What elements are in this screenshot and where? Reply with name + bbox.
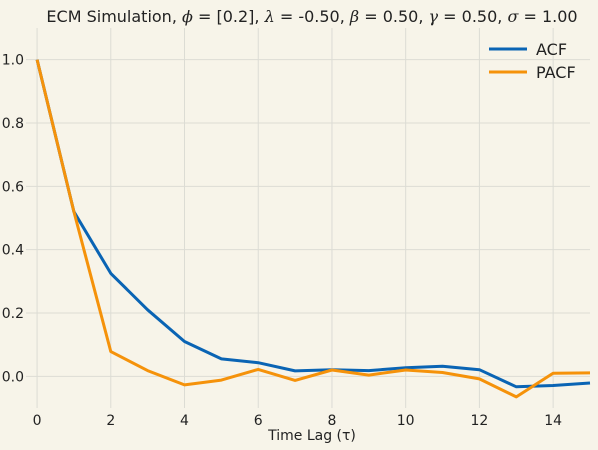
legend-label-pacf: PACF bbox=[536, 63, 576, 82]
y-axis-ticks: 0.0 0.2 0.4 0.6 0.8 1.0 bbox=[2, 53, 24, 386]
y-tick-label: 0.0 bbox=[2, 369, 24, 385]
y-tick-label: 0.2 bbox=[2, 306, 24, 322]
title-part-0: ECM Simulation, bbox=[46, 7, 182, 26]
title-part-6: = 0.50, bbox=[359, 7, 428, 26]
title-part-1: ϕ bbox=[182, 7, 193, 26]
title-part-10: = 1.00 bbox=[518, 7, 577, 26]
series-line-acf bbox=[35, 59, 591, 389]
x-tick-label: 8 bbox=[327, 413, 336, 429]
title-part-3: λ bbox=[264, 7, 275, 26]
x-axis-ticks: 0 2 4 6 8 10 12 14 bbox=[33, 413, 563, 429]
y-tick-label: 1.0 bbox=[2, 53, 24, 69]
series-lines bbox=[35, 59, 591, 399]
title-part-9: σ bbox=[507, 7, 519, 26]
x-tick-label: 0 bbox=[33, 413, 42, 429]
chart-title: ECM Simulation, ϕ = [0.2], λ = -0.50, β … bbox=[46, 7, 577, 26]
x-tick-label: 4 bbox=[180, 413, 189, 429]
x-tick-label: 12 bbox=[470, 413, 488, 429]
title-part-4: = -0.50, bbox=[275, 7, 350, 26]
x-tick-label: 6 bbox=[254, 413, 263, 429]
x-axis-label: Time Lag (τ) bbox=[267, 428, 356, 444]
x-tick-label: 14 bbox=[544, 413, 562, 429]
y-tick-label: 0.6 bbox=[2, 179, 24, 195]
y-tick-label: 0.8 bbox=[2, 116, 24, 132]
title-part-2: = [0.2], bbox=[193, 7, 265, 26]
y-tick-label: 0.4 bbox=[2, 243, 24, 259]
x-tick-label: 2 bbox=[106, 413, 115, 429]
title-part-7: γ bbox=[429, 7, 439, 26]
series-line-pacf bbox=[35, 59, 591, 399]
title-part-8: = 0.50, bbox=[438, 7, 507, 26]
legend-label-acf: ACF bbox=[536, 40, 567, 59]
x-tick-label: 10 bbox=[397, 413, 415, 429]
legend: ACF PACF bbox=[489, 40, 576, 82]
title-part-5: β bbox=[349, 7, 359, 26]
